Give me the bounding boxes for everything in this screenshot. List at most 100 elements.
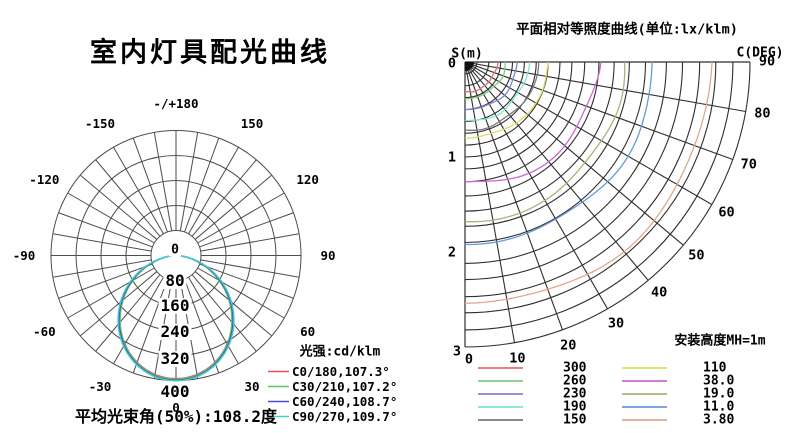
polar-grid-spoke xyxy=(194,271,273,337)
polar-grid-spoke xyxy=(95,274,161,352)
polar-angle-label: -60 xyxy=(33,323,56,339)
polar-angle-label: -120 xyxy=(29,171,60,187)
fan-grid-arc xyxy=(464,61,717,314)
isolux-contour-190 xyxy=(464,61,531,122)
polar-grid-spoke xyxy=(113,276,164,365)
polar-grid-spoke xyxy=(79,271,158,337)
isolux-contour-38.0 xyxy=(465,61,602,183)
fan-c-tick: 40 xyxy=(650,284,668,301)
fan-c-tick: 0 xyxy=(464,350,474,367)
polar-grid-spoke xyxy=(191,274,257,352)
fan-c-tick: 30 xyxy=(607,314,625,331)
polar-grid-spoke xyxy=(79,174,158,240)
polar-grid-spoke xyxy=(153,132,173,231)
polar-grid-spoke xyxy=(188,276,239,365)
series-legend-label: C90/270,109.7° xyxy=(292,408,398,424)
fan-s-tick: 2 xyxy=(447,244,457,261)
isolux-contour-300 xyxy=(465,62,499,93)
polar-grid-spoke xyxy=(197,267,285,319)
fan-grid-arc xyxy=(464,61,734,331)
fan-c-tick: 50 xyxy=(688,247,705,264)
fan-origin-wedge xyxy=(465,62,474,71)
avg-beam-angle-label: 平均光束角(50%):108.2度 xyxy=(75,407,277,426)
intensity-unit-label: 光强:cd/klm xyxy=(299,344,381,360)
legend-value: 260 xyxy=(563,373,587,389)
fan-grid-arc xyxy=(464,61,573,170)
polar-angle-label: -150 xyxy=(84,115,116,131)
fan-grid-spoke xyxy=(464,61,746,113)
fan-grid-arc xyxy=(464,61,615,212)
isolux-contour-19.0 xyxy=(464,61,626,223)
fan-grid-arc xyxy=(464,61,701,298)
legend-value: 3.80 xyxy=(703,412,735,428)
polar-grid-spoke xyxy=(200,259,300,278)
polar-ring-label: 320 xyxy=(158,348,192,368)
mount-height-label: 安装高度MH=1m xyxy=(674,333,766,349)
fan-grid-spoke xyxy=(464,61,649,281)
fan-c-tick: 20 xyxy=(560,337,577,354)
isolux-contour-11.0 xyxy=(464,61,653,246)
fan-grid-arc xyxy=(464,61,478,75)
fan-grid-arc xyxy=(464,61,647,244)
polar-grid-spoke xyxy=(52,259,152,278)
polar-grid-spoke xyxy=(113,146,164,235)
polar-ring-label: 400 xyxy=(158,381,192,401)
polar-angle-label: 0 xyxy=(172,399,180,415)
legend-value: 150 xyxy=(563,412,587,428)
polar-grid-spoke xyxy=(67,192,155,244)
polar-grid-spoke xyxy=(58,212,153,248)
legend-value: 190 xyxy=(563,399,587,415)
polar-grid-spoke xyxy=(67,267,155,319)
polar-ring-label: 80 xyxy=(163,270,187,290)
left-chart-title: 室内灯具配光曲线 xyxy=(90,37,330,69)
polar-ring-label: 160 xyxy=(158,295,192,315)
fan-c-tick: 90 xyxy=(758,53,776,70)
fan-grid-spoke xyxy=(464,61,684,246)
isolux-contour-230 xyxy=(465,61,518,111)
polar-angle-label: -/+180 xyxy=(153,95,199,111)
legend-value: 110 xyxy=(703,360,727,376)
polar-angle-label: 150 xyxy=(240,115,264,131)
polar-grid-spoke xyxy=(199,212,294,248)
fan-grid-arc xyxy=(464,61,630,227)
fan-grid-arc xyxy=(464,61,561,158)
polar-angle-label: 120 xyxy=(296,171,319,187)
fan-grid-arc xyxy=(464,61,549,146)
isolux-contour-110 xyxy=(464,61,549,139)
fan-c-tick: 10 xyxy=(509,350,526,367)
right-chart-title: 平面相对等照度曲线(单位:lx/klm) xyxy=(516,21,738,38)
fan-s-tick: 1 xyxy=(447,149,457,166)
polar-angle-label: -90 xyxy=(12,247,36,263)
polar-angle-label: 90 xyxy=(320,247,336,263)
polar-angle-label: 30 xyxy=(244,378,260,394)
polar-grid-spoke xyxy=(179,132,199,231)
series-legend-label: C30/210,107.2° xyxy=(292,378,398,394)
isolux-contour-150 xyxy=(464,62,540,131)
series-legend-label: C0/180,107.3° xyxy=(292,363,390,379)
isolux-contour-3.80 xyxy=(464,61,713,304)
polar-grid-spoke xyxy=(197,192,285,244)
polar-grid-spoke xyxy=(132,137,168,233)
series-curve-C90-270 xyxy=(117,254,235,382)
fan-grid-arc xyxy=(464,61,751,348)
polar-grid-spoke xyxy=(58,263,153,299)
polar-grid-spoke xyxy=(194,174,273,240)
polar-grid-spoke xyxy=(188,146,239,235)
fan-c-tick: 60 xyxy=(718,204,735,221)
fan-grid-arc xyxy=(464,61,600,197)
s-axis-label: S(m) xyxy=(451,46,483,62)
fan-c-tick: 70 xyxy=(740,156,757,173)
polar-grid-spoke xyxy=(200,233,300,252)
legend-value: 300 xyxy=(563,360,587,376)
polar-angle-label: -30 xyxy=(88,378,112,394)
polar-grid-spoke xyxy=(191,159,257,237)
isolux-contour-260 xyxy=(464,61,507,100)
polar-grid-spoke xyxy=(199,263,294,299)
legend-value: 38.0 xyxy=(703,373,735,389)
fan-grid-spoke xyxy=(464,61,608,310)
fan-s-tick: 3 xyxy=(452,343,462,360)
polar-grid-spoke xyxy=(132,278,168,374)
c-axis-label: C(DEG) xyxy=(736,45,784,61)
fan-grid-spoke xyxy=(464,61,734,160)
